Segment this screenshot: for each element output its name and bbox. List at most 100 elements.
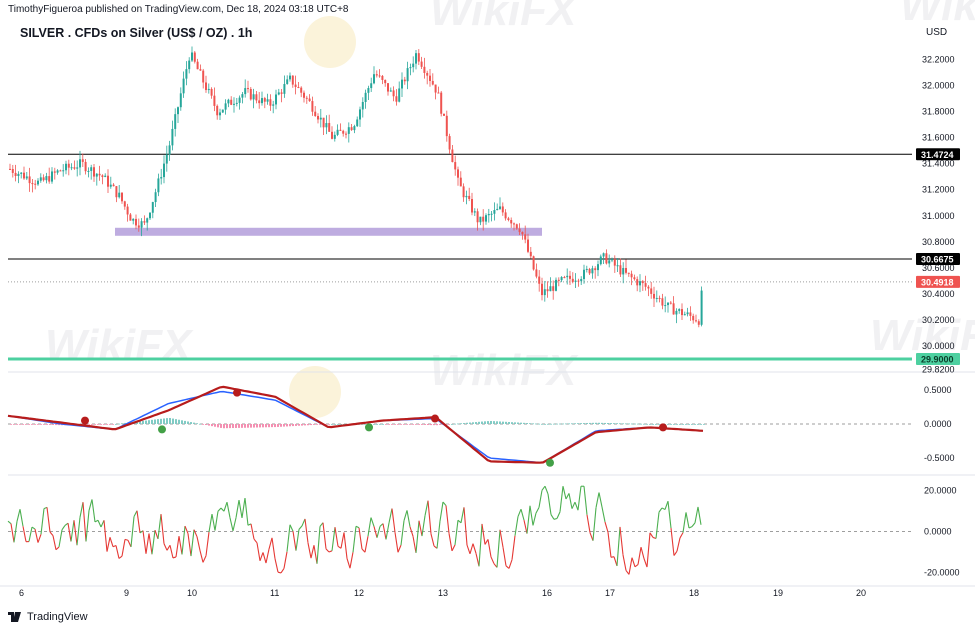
candle-body (331, 131, 333, 139)
oscillator-segment (229, 517, 234, 531)
macd-histogram-bar (562, 423, 564, 425)
candle-body (333, 134, 336, 139)
oscillator-segment (142, 530, 147, 554)
oscillator-segment (163, 543, 168, 551)
macd-histogram-bar (97, 423, 99, 425)
candle-body (443, 113, 445, 116)
macd-histogram-bar (451, 423, 453, 425)
candle-body (129, 214, 132, 221)
macd-histogram-bar (424, 423, 426, 425)
oscillator-segment (670, 527, 675, 556)
candle-body (557, 279, 560, 281)
candle-body (219, 112, 221, 116)
macd-histogram-bar (679, 423, 681, 425)
oscillator-segment (583, 486, 588, 515)
candle-body (591, 268, 594, 274)
candle-body (448, 136, 451, 150)
oscillator-segment (562, 486, 567, 500)
candle-body (499, 206, 501, 209)
candle-body (445, 115, 448, 137)
candle-body (627, 272, 630, 274)
oscillator-segment (115, 545, 120, 559)
candle-body (266, 99, 269, 102)
macd-histogram-bar (544, 423, 546, 425)
candle-body (207, 88, 210, 91)
macd-histogram-bar (490, 420, 492, 424)
watermark-text: WikiFX (430, 346, 579, 395)
macd-histogram-bar (532, 423, 534, 425)
macd-histogram-bar (319, 423, 321, 425)
oscillator-segment (220, 507, 225, 512)
oscillator-segment (526, 505, 531, 534)
macd-histogram-bar (223, 423, 225, 429)
oscillator-segment (451, 544, 456, 552)
macd-histogram-bar (397, 423, 399, 425)
candle-body (625, 268, 627, 273)
oscillator-segment (547, 493, 552, 515)
oscillator-segment (28, 526, 33, 542)
macd-line (7, 390, 704, 464)
macd-histogram-bar (376, 423, 378, 425)
macd-histogram-bar (280, 423, 282, 427)
candle-body (241, 94, 244, 98)
oscillator-segment (295, 529, 300, 551)
candle-body (25, 176, 28, 179)
oscillator-segment (346, 558, 351, 569)
macd-histogram-bar (262, 423, 264, 428)
candle-body (252, 94, 255, 100)
candle-body (574, 280, 577, 282)
oscillator-segment (613, 556, 618, 567)
macd-histogram-bar (382, 423, 384, 425)
oscillator-segment (178, 536, 183, 555)
tradingview-logo-icon (8, 612, 24, 622)
macd-histogram-bar (412, 423, 414, 425)
oscillator-segment (571, 501, 576, 509)
macd-histogram-bar (229, 423, 231, 429)
oscillator-segment (22, 526, 27, 542)
candle-body (308, 98, 311, 102)
oscillator-segment (235, 499, 240, 518)
macd-histogram-bar (142, 420, 144, 424)
candle-body (633, 277, 636, 280)
macd-histogram-bar (568, 423, 570, 425)
oscillator-segment (250, 523, 255, 540)
candle-body (429, 75, 431, 81)
macd-histogram-bar (529, 423, 531, 424)
oscillator-segment (124, 538, 129, 541)
oscillator-segment (280, 568, 285, 574)
macd-histogram-bar (619, 423, 621, 425)
candle-body (202, 70, 205, 83)
candle-body (73, 167, 76, 169)
oscillator-segment (10, 523, 15, 543)
oscillator-segment (400, 520, 405, 546)
candle-body (56, 170, 59, 173)
footer: TradingView (8, 611, 88, 623)
macd-histogram-bar (652, 423, 654, 425)
oscillator-segment (70, 520, 75, 542)
macd-histogram-bar (178, 419, 180, 424)
oscillator-segment (625, 570, 630, 575)
oscillator-segment (130, 516, 135, 547)
macd-histogram-bar (193, 422, 195, 424)
macd-histogram-bar (271, 423, 273, 428)
oscillator-segment (604, 521, 609, 533)
candle-body (65, 163, 67, 171)
oscillator-segment (436, 521, 441, 549)
price-axis-tick-label: 31.8000 (922, 107, 955, 117)
oscillator-segment (103, 520, 108, 552)
macd-histogram-bar (688, 423, 690, 425)
oscillator-segment (325, 548, 330, 553)
oscillator-segment (175, 536, 180, 558)
candle-body (87, 170, 90, 172)
candle-body (552, 286, 555, 291)
oscillator-segment (439, 501, 444, 522)
candle-body (59, 170, 62, 172)
candle-body (454, 162, 457, 170)
macd-histogram-bar (139, 421, 141, 424)
footer-brand: TradingView (27, 611, 88, 623)
macd-histogram-bar (211, 423, 213, 427)
macd-histogram-bar (667, 423, 669, 425)
macd-histogram-bar (436, 423, 438, 426)
macd-histogram-bar (364, 423, 366, 425)
